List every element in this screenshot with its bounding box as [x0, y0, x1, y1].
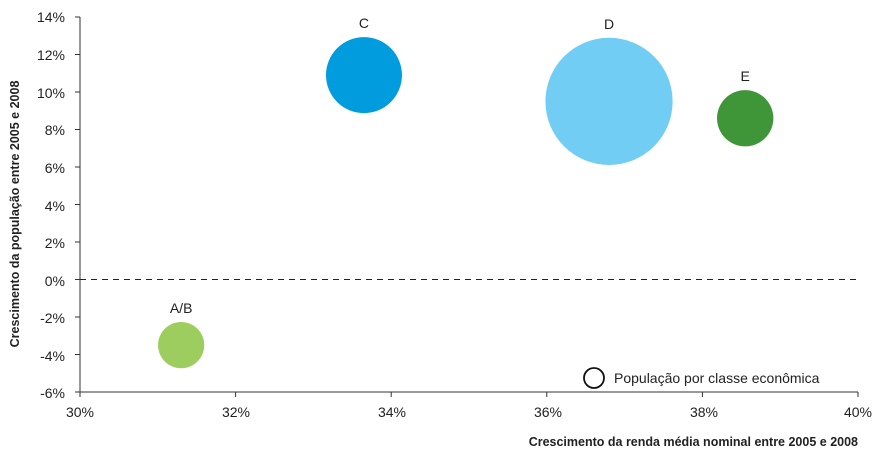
- bubble-e: [717, 90, 774, 147]
- y-tick-label: -4%: [40, 348, 65, 364]
- legend: População por classe econômica: [583, 367, 820, 389]
- y-tick-label: -2%: [40, 310, 65, 326]
- y-tick-label: 8%: [45, 122, 65, 138]
- bubble-label-e: E: [741, 68, 750, 84]
- bubble-label-c: C: [359, 15, 369, 31]
- bubble-ab: [158, 322, 205, 369]
- y-tick-label: 2%: [45, 235, 65, 251]
- y-tick-label: 0%: [45, 273, 65, 289]
- y-tick-label: 14%: [37, 9, 65, 25]
- legend-marker: [583, 367, 605, 389]
- y-tick-label: 4%: [45, 198, 65, 214]
- bubbles: [158, 37, 774, 369]
- x-tick-label: 36%: [534, 404, 562, 420]
- x-axis-ticks: 30% 32% 34% 36% 38% 40%: [66, 404, 872, 420]
- y-tick-label: 10%: [37, 85, 65, 101]
- x-tick-label: 34%: [378, 404, 406, 420]
- y-tick-label: -6%: [40, 385, 65, 401]
- x-tick-label: 38%: [690, 404, 718, 420]
- bubble-label-ab: A/B: [170, 300, 193, 316]
- x-tick-label: 40%: [844, 404, 872, 420]
- y-tick-label: 6%: [45, 160, 65, 176]
- x-tick-label: 32%: [222, 404, 250, 420]
- bubble-labels: A/B C D E: [170, 15, 750, 316]
- x-axis-title: Crescimento da renda média nominal entre…: [529, 435, 858, 449]
- y-axis-ticks: 14% 12% 10% 8% 6% 4% 2% 0% -2% -4% -6%: [37, 9, 65, 401]
- legend-label: População por classe econômica: [614, 370, 820, 386]
- bubble-label-d: D: [604, 16, 614, 32]
- bubble-d: [545, 37, 673, 165]
- axis-tick-marks: [75, 16, 859, 397]
- y-axis-title: Crescimento da população entre 2005 e 20…: [8, 81, 22, 348]
- x-tick-label: 30%: [66, 404, 94, 420]
- y-tick-label: 12%: [37, 47, 65, 63]
- bubble-c: [325, 37, 402, 114]
